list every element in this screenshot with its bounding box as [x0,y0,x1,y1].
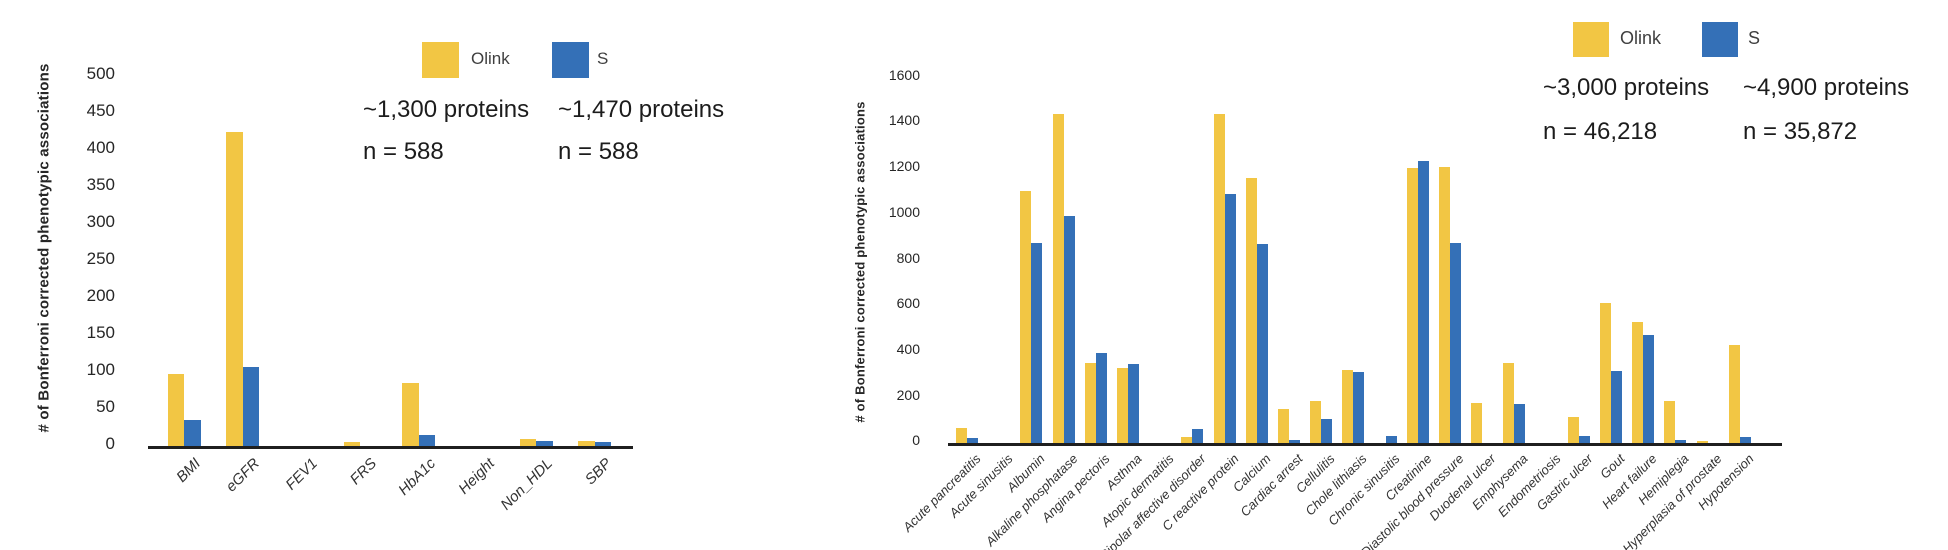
annotation-proteins-s: ~1,470 proteins [558,96,725,123]
y-tick-label-400: 400 [896,340,920,357]
legend-swatch-olink [422,42,459,78]
bar-olink-non-hdl [519,439,537,446]
bar-olink-gastric-ulcer [1567,416,1579,443]
bar-olink-acute-pancreatitis [956,428,967,443]
y-tick-label-300: 300 [86,211,115,231]
y-tick-label-0: 0 [912,432,920,449]
bar-olink-c-reactive-protein [1213,114,1225,443]
legend-label-s: S [1748,28,1761,49]
legend-swatch-olink [1573,22,1609,57]
bar-s-heart-failure [1643,334,1655,443]
bar-s-cellulitis [1321,419,1333,443]
bar-olink-gout [1600,302,1611,443]
y-tick-label-200: 200 [86,285,115,305]
y-tick-label-0: 0 [105,433,115,453]
bar-olink-bmi [167,374,184,446]
bar-s-albumin [1031,243,1043,443]
y-tick-label-1600: 1600 [888,66,920,83]
bar-olink-egfr [226,131,243,446]
annotation-n-olink: n = 46,218 [1543,118,1658,145]
y-tick-label-1200: 1200 [888,158,920,175]
bar-s-chole-lithiasis [1353,372,1365,443]
bar-s-chronic-sinusitis [1385,436,1397,443]
bar-olink-creatinine [1406,167,1418,443]
y-tick-label-600: 600 [896,295,920,312]
y-tick-label-250: 250 [86,248,115,268]
bar-s-angina-pectoris [1095,352,1107,443]
bar-olink-hemiplegia [1664,400,1676,443]
bar-s-sbp [594,441,612,446]
bar-olink-alkaline-phosphatase [1052,114,1064,443]
x-axis-line [948,443,1782,446]
bar-olink-hba1c [402,383,419,446]
bar-olink-bipolar-affective-disorder [1181,437,1193,443]
bar-olink-emphysema [1503,363,1515,443]
legend-swatch-s [552,42,589,78]
bar-olink-heart-failure [1632,321,1644,443]
y-tick-label-1000: 1000 [888,203,920,220]
bar-s-acute-pancreatitis [967,438,978,443]
y-tick-label-100: 100 [86,359,115,379]
bar-s-asthma [1128,364,1139,443]
x-axis-line [148,446,633,449]
legend-label-olink: Olink [471,49,510,69]
bar-s-bmi [184,420,201,446]
bar-s-creatinine [1417,160,1429,443]
bar-s-gout [1611,371,1622,443]
y-tick-label-150: 150 [86,322,115,342]
bar-olink-hyperplasia-of-prostate [1696,440,1708,443]
bar-s-emphysema [1514,404,1526,443]
bar-s-calcium [1256,244,1268,443]
bar-s-hemiplegia [1675,439,1687,443]
legend-swatch-s [1702,22,1738,57]
y-tick-label-200: 200 [896,386,920,403]
y-tick-label-400: 400 [86,137,115,157]
annotation-proteins-s: ~4,900 proteins [1743,74,1910,101]
y-tick-label-450: 450 [86,100,115,120]
y-tick-label-1400: 1400 [888,112,920,129]
annotation-proteins-olink: ~3,000 proteins [1543,74,1710,101]
bar-s-alkaline-phosphatase [1063,215,1075,443]
bar-olink-asthma [1117,367,1128,443]
annotation-n-s: n = 35,872 [1743,118,1858,145]
bar-s-c-reactive-protein [1224,193,1236,443]
bar-s-hypotension [1739,437,1751,443]
bar-s-diastolic-blood-pressure [1450,243,1461,443]
y-tick-label-800: 800 [896,249,920,266]
annotation-n-olink: n = 588 [363,138,444,165]
annotation-n-s: n = 588 [558,138,639,165]
bar-olink-hypotension [1728,344,1740,443]
bar-olink-cellulitis [1310,400,1322,443]
y-tick-label-50: 50 [96,396,115,416]
annotation-proteins-olink: ~1,300 proteins [363,96,530,123]
bar-olink-albumin [1020,190,1032,443]
bar-olink-calcium [1245,177,1257,443]
bar-olink-cardiac-arrest [1278,408,1289,443]
bar-s-hba1c [418,434,436,446]
bar-s-bipolar-affective-disorder [1192,429,1204,443]
bar-s-egfr [242,366,260,446]
bar-s-non-hdl [536,440,553,446]
y-tick-label-350: 350 [86,174,115,194]
bar-olink-duodenal-ulcer [1471,403,1483,443]
bar-s-cardiac-arrest [1289,439,1300,443]
legend-label-olink: Olink [1620,28,1662,49]
y-tick-label-500: 500 [86,63,115,83]
legend-label-s: S [597,49,609,69]
bar-olink-angina-pectoris [1084,363,1096,443]
bar-olink-chole-lithiasis [1342,369,1354,443]
bar-olink-sbp [578,440,595,446]
bar-olink-frs [343,442,361,446]
bar-s-gastric-ulcer [1578,436,1590,443]
bar-olink-diastolic-blood-pressure [1439,166,1450,443]
